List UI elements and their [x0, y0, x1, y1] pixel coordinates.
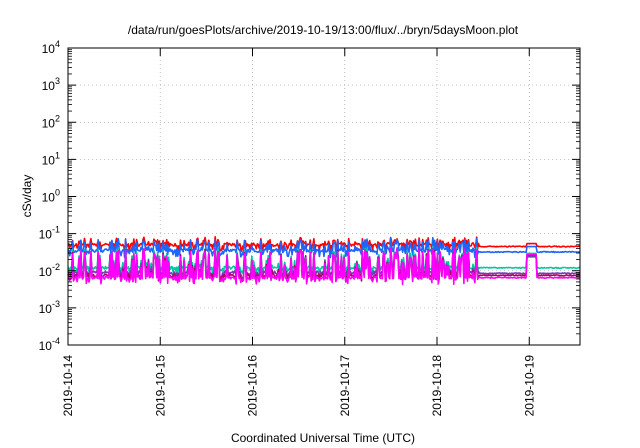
x-tick-label: 2019-10-16: [246, 355, 260, 417]
y-axis-label: cSv/day: [20, 175, 34, 218]
x-tick-label: 2019-10-17: [338, 355, 352, 417]
series-group: [67, 236, 581, 286]
series-line: [67, 237, 581, 259]
x-tick-label: 2019-10-18: [430, 355, 444, 417]
x-tick-label: 2019-10-19: [522, 355, 536, 417]
x-tick-label: 2019-10-15: [153, 355, 167, 417]
chart-title: /data/run/goesPlots/archive/2019-10-19/1…: [128, 23, 519, 37]
x-tick-label: 2019-10-14: [61, 355, 75, 417]
series-line: [67, 247, 580, 286]
x-axis-label: Coordinated Universal Time (UTC): [231, 431, 415, 445]
